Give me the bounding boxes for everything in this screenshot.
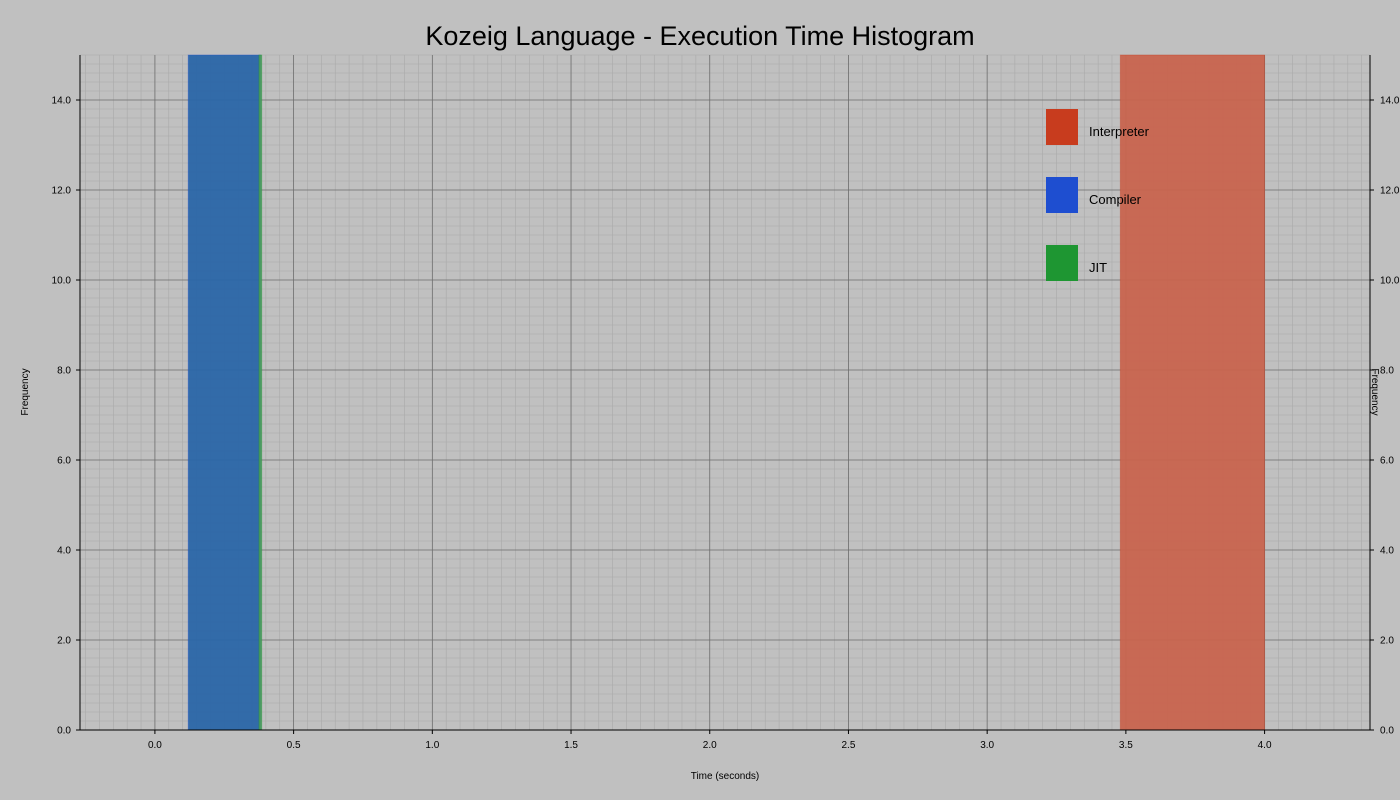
legend-label-compiler: Compiler	[1089, 192, 1142, 207]
x-tick-label: 0.5	[287, 740, 301, 751]
legend-label-interpreter: Interpreter	[1089, 124, 1150, 139]
x-tick-label: 1.5	[564, 740, 578, 751]
y-tick-label-right: 4.0	[1380, 546, 1394, 557]
histogram-bar-jit	[258, 54, 263, 731]
chart-title: Kozeig Language - Execution Time Histogr…	[425, 21, 974, 51]
legend: Interpreter Compiler JIT	[1046, 109, 1150, 281]
y-tick-label-right: 8.0	[1380, 366, 1394, 377]
x-tick-label: 2.5	[841, 740, 855, 751]
histogram-bar-compiler	[187, 54, 261, 731]
tick-labels: 0.0 0.5 1.0 1.5 2.0 2.5 3.0 3.5 4.0 0.0 0.0 2.0 2.0 4…	[52, 96, 1400, 752]
y-tick-label-right: 12.0	[1380, 186, 1400, 197]
y-axis-label-left: Frequency	[20, 368, 31, 415]
histogram-bar-interpreter	[1119, 54, 1266, 731]
y-tick-label-left: 4.0	[57, 546, 71, 557]
legend-swatch-interpreter	[1046, 109, 1078, 145]
y-tick-label-right: 10.0	[1380, 276, 1400, 287]
y-tick-label-left: 6.0	[57, 456, 71, 467]
y-tick-label-right: 14.0	[1380, 96, 1400, 107]
y-tick-label-right: 2.0	[1380, 636, 1394, 647]
y-tick-label-left: 8.0	[57, 366, 71, 377]
x-tick-label: 3.5	[1119, 740, 1133, 751]
x-tick-label: 0.0	[148, 740, 162, 751]
legend-label-jit: JIT	[1089, 260, 1107, 275]
y-tick-label-left: 14.0	[52, 96, 72, 107]
x-tick-label: 4.0	[1258, 740, 1272, 751]
y-tick-label-right: 0.0	[1380, 726, 1394, 737]
y-tick-label-right: 6.0	[1380, 456, 1394, 467]
x-tick-label: 2.0	[703, 740, 717, 751]
y-tick-label-left: 2.0	[57, 636, 71, 647]
y-tick-label-left: 0.0	[57, 726, 71, 737]
x-axis-label: Time (seconds)	[691, 771, 760, 782]
x-tick-label: 3.0	[980, 740, 994, 751]
bars	[187, 54, 1266, 731]
x-tick-label: 1.0	[425, 740, 439, 751]
y-tick-label-left: 12.0	[52, 186, 72, 197]
legend-swatch-jit	[1046, 245, 1078, 281]
axes	[79, 55, 1371, 731]
legend-swatch-compiler	[1046, 177, 1078, 213]
y-tick-label-left: 10.0	[52, 276, 72, 287]
y-axis-label-right: Frequency	[1369, 368, 1380, 415]
